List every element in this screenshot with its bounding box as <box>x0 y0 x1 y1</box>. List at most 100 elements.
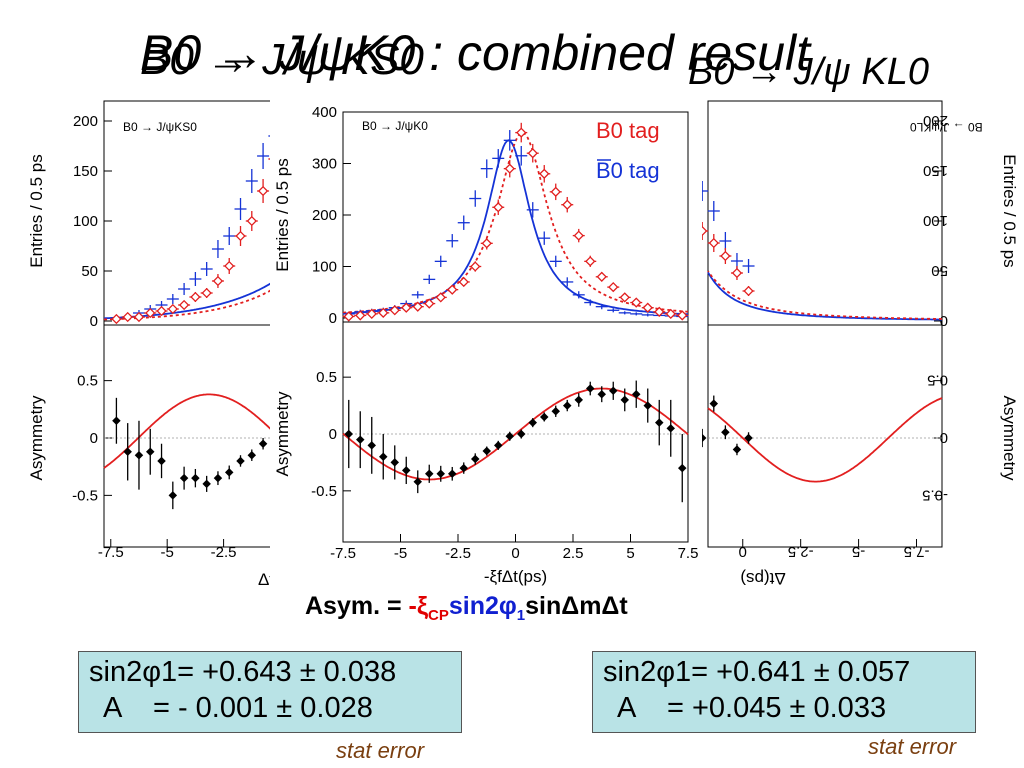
curves-top <box>707 270 942 321</box>
asym-data-point <box>709 399 719 408</box>
data-point-red <box>412 301 423 312</box>
y-tick-label-bottom: -0.5 <box>311 483 337 500</box>
data-point-red <box>401 302 412 313</box>
asym-data-point <box>721 428 730 437</box>
x-tick-label: 0 <box>739 543 747 560</box>
data-point-red <box>665 308 676 320</box>
y-tick-label-top: 50 <box>81 263 98 280</box>
y-tick-label-top: 0 <box>329 310 337 327</box>
asym-data-point <box>643 401 652 410</box>
y-axis-label-top: Entries / 0.5 ps <box>28 154 46 267</box>
asym-data-point <box>586 384 595 393</box>
data-point-red <box>527 148 538 159</box>
asymmetry <box>103 393 280 510</box>
result-left-line2: A = - 0.001 ± 0.028 <box>103 692 373 724</box>
asym-data-point <box>459 463 468 473</box>
channel-label: B0 → J/ψK0 <box>362 119 428 133</box>
asym-data-point <box>191 473 200 483</box>
y-tick-label-bottom: 0.5 <box>77 373 98 390</box>
asym-data-point <box>505 432 514 441</box>
data-point-red <box>516 127 527 138</box>
data-point-red <box>608 281 619 293</box>
y-tick-label-top: 100 <box>312 259 337 276</box>
x-tick-label: -5 <box>394 545 407 562</box>
result-box-left: sin2φ1= +0.643 ± 0.038 A = - 0.001 ± 0.0… <box>78 651 462 733</box>
data-point-red <box>596 271 607 282</box>
asym-data-point <box>168 491 178 500</box>
y-tick-label-top: 100 <box>923 212 948 229</box>
legend-red: B0 tag <box>596 118 660 143</box>
data-point-red <box>178 299 190 311</box>
data-point-red <box>246 215 257 227</box>
x-tick-label: 5 <box>626 545 634 562</box>
x-tick-label: -2.5 <box>211 544 237 561</box>
points-top <box>342 122 689 322</box>
y-tick-label-top: 150 <box>923 162 948 179</box>
slide-title: B0 → J/ψ KS0 B0 → J/ψK0 : combined resul… <box>140 25 929 93</box>
data-point-red <box>190 291 201 303</box>
asym-data-point <box>367 441 376 450</box>
asym-data-point <box>436 469 445 479</box>
y-axis-label-bottom: Asymmetry <box>1000 396 1019 482</box>
formula-minus: - <box>408 592 417 620</box>
result-right-line2: A = +0.045 ± 0.033 <box>617 692 887 724</box>
x-tick-label: -5 <box>161 544 174 561</box>
points-top <box>702 181 755 297</box>
channel-label: B0 → J/ψKL0 <box>910 120 983 134</box>
asym-data-point <box>732 445 742 454</box>
formula-xi-sub: CP <box>428 607 449 624</box>
data-point-red <box>702 225 708 237</box>
asym-data-point <box>551 407 560 416</box>
asym-data-point <box>494 441 503 450</box>
data-point-red <box>677 310 688 321</box>
data-point-red <box>111 313 122 325</box>
y-tick-label-bottom: 0.5 <box>927 372 948 389</box>
y-axis-label-top: Entries / 0.5 ps <box>273 158 292 271</box>
asym-data-point <box>517 429 526 439</box>
data-point-red <box>257 185 269 197</box>
plot-kl: 0 50 100 150 200 -0.5 0 0.5 -7.5 -5 -2.5 0 Entries /… <box>702 95 1022 595</box>
data-point-red <box>654 306 665 317</box>
asym-data-point <box>213 473 223 483</box>
chart-combined: 0 100 200 300 400 -0.5 0 0.5 -7.5 -5 -2.5 0 2.5 5 7.5 E… <box>273 104 698 586</box>
asym-data-point <box>666 424 675 433</box>
data-point-red <box>585 256 596 267</box>
y-tick-label-top: 0 <box>90 313 98 330</box>
data-point-red <box>389 305 400 316</box>
x-tick-label: -7.5 <box>904 543 930 560</box>
asym-data-point <box>179 473 189 483</box>
asym-data-point <box>202 479 211 489</box>
data-point-red <box>550 186 561 197</box>
data-point-red <box>708 237 719 249</box>
data-point-red <box>201 287 212 299</box>
asymmetry <box>702 395 943 483</box>
result-box-right: sin2φ1= +0.641 ± 0.057 A = +0.045 ± 0.03… <box>592 651 976 733</box>
data-point-red <box>481 238 492 249</box>
data-point-red <box>447 284 458 295</box>
formula-xi: ξ <box>416 592 428 620</box>
data-point-red <box>470 261 481 272</box>
y-tick-label-top: 150 <box>73 163 98 180</box>
y-tick-label-top: 100 <box>73 213 98 230</box>
y-tick-label-bottom: 0 <box>90 430 98 447</box>
title-overlay-left: B0 → J/ψ KS0 <box>140 35 424 84</box>
asym-data-point <box>112 416 121 426</box>
asym-data-point <box>482 446 491 456</box>
asym-data-point <box>247 450 257 460</box>
asym-data-point <box>702 433 707 443</box>
data-point-red <box>424 298 435 309</box>
data-point-red <box>458 276 469 288</box>
plot-border <box>707 100 943 548</box>
asymmetry-formula: Asym. = -ξCPsin2φ1sinΔmΔt <box>305 592 628 624</box>
data-point-red <box>642 302 653 313</box>
data-point-red <box>435 292 446 303</box>
asym-data-point <box>425 469 434 479</box>
data-point-red <box>133 311 145 323</box>
data-point-red <box>212 275 224 287</box>
result-right-line1: sin2φ1= +0.641 ± 0.057 <box>603 656 911 688</box>
data-point-red <box>720 250 731 262</box>
y-tick-label-bottom: -0.5 <box>72 487 98 504</box>
asym-data-point <box>344 429 353 439</box>
data-point-red <box>378 307 389 319</box>
